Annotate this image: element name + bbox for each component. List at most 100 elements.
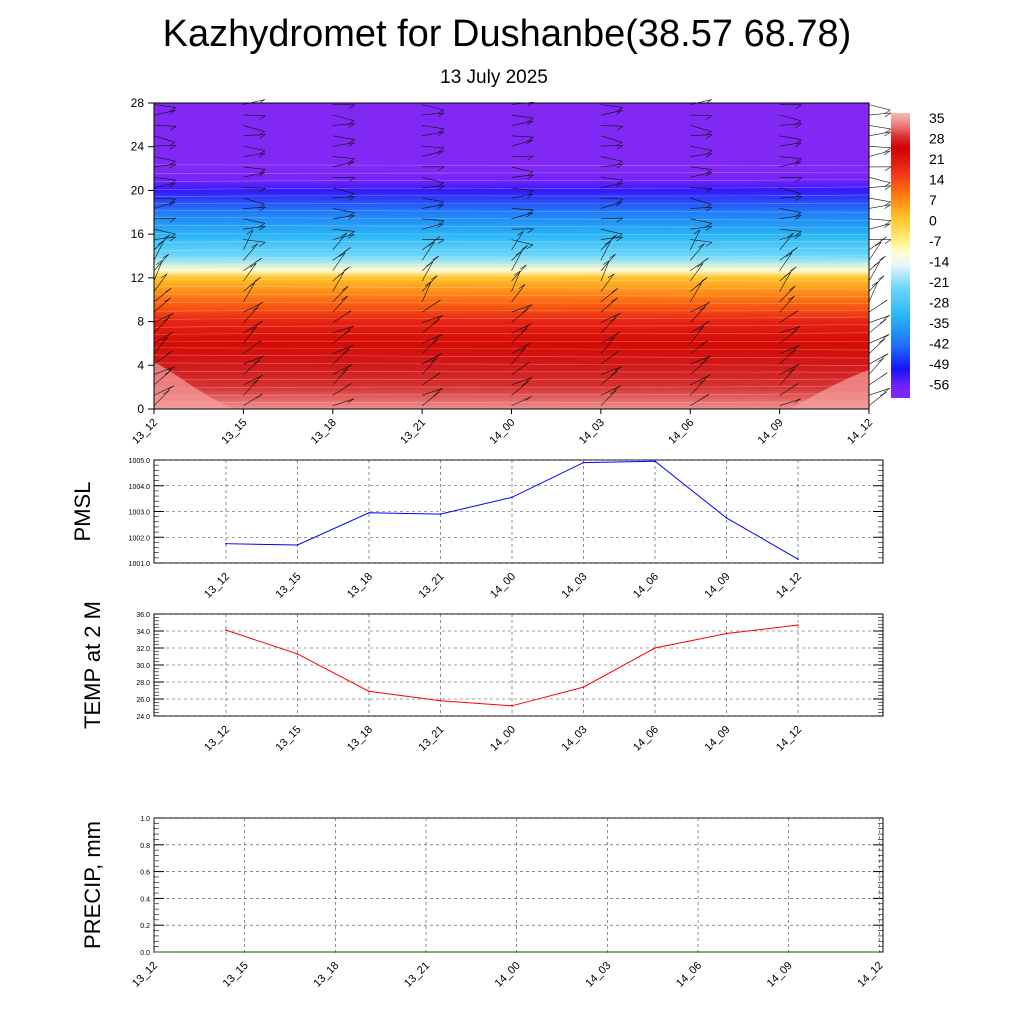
data-point	[797, 624, 799, 626]
y-axis-label: PRECIP, mm	[80, 821, 105, 949]
wind-barb	[779, 344, 801, 355]
colorbar-label: -7	[929, 233, 942, 249]
wind-barb	[600, 370, 618, 386]
wind-barb	[690, 239, 713, 247]
data-point	[582, 461, 585, 464]
contour-line	[153, 332, 870, 335]
wind-barb	[243, 379, 259, 396]
wind-barb	[422, 112, 445, 118]
x-tick-label: 14_12	[774, 571, 804, 601]
wind-barb	[421, 353, 442, 365]
wind-barb	[332, 252, 346, 271]
y-tick-label: 36.0	[136, 612, 150, 619]
y-tick-label: 0.0	[140, 950, 150, 957]
colorbar-label: -49	[929, 356, 949, 372]
wind-barb	[243, 277, 261, 292]
wind-barb	[779, 215, 802, 220]
data-point	[797, 558, 799, 560]
wind-barb	[779, 285, 796, 303]
wind-barb	[868, 218, 892, 225]
wind-barb	[422, 315, 444, 323]
data-point	[425, 951, 427, 953]
wind-barb	[779, 247, 798, 261]
wind-barb	[153, 287, 172, 303]
wind-barb	[511, 208, 534, 215]
data-point	[654, 647, 656, 649]
wind-barb	[779, 252, 793, 271]
data-point	[515, 951, 518, 953]
colorbar-label: 28	[929, 131, 945, 147]
wind-barb	[869, 239, 892, 244]
wind-barb	[243, 374, 264, 386]
wind-barb	[690, 379, 706, 396]
wind-barb	[690, 134, 713, 139]
wind-barb	[690, 277, 708, 292]
wind-barb	[600, 182, 623, 188]
data-point	[243, 951, 246, 953]
data-point	[606, 951, 609, 953]
wind-barb	[690, 243, 705, 261]
panel-frame	[153, 817, 884, 953]
wind-barb	[779, 123, 802, 128]
figure-title: Kazhydromet for Dushanbe(38.57 68.78)	[163, 13, 852, 55]
wind-barb	[600, 144, 624, 150]
wind-barb	[690, 153, 713, 158]
wind-barb	[243, 263, 257, 282]
wind-barb	[868, 372, 888, 386]
x-tick-label: 14_06	[631, 724, 661, 754]
wind-barb	[153, 331, 174, 344]
wind-barb	[868, 241, 882, 261]
wind-barb	[779, 368, 795, 386]
x-tick-label: 13_15	[274, 724, 304, 754]
wind-barb	[779, 349, 797, 365]
wind-barb	[868, 104, 891, 115]
wind-barb	[868, 357, 884, 375]
x-tick-label: 13_21	[417, 724, 447, 754]
x-tick-label: 13_18	[345, 571, 375, 601]
surface-warm-area	[790, 370, 869, 409]
wind-barb	[153, 273, 168, 292]
figure-subtitle: 13 July 2025	[440, 67, 548, 88]
wind-barb	[868, 318, 887, 334]
data-point	[511, 496, 513, 499]
wind-barb	[600, 366, 622, 375]
wind-barb	[153, 182, 176, 188]
wind-barb	[868, 145, 892, 153]
y-tick-label: 0.2	[140, 923, 150, 930]
x-tick-label: 14_06	[666, 417, 696, 447]
y-tick-label: 34.0	[136, 629, 150, 636]
y-tick-label: 1004.0	[129, 484, 151, 491]
wind-barb	[779, 364, 800, 375]
wind-barb	[868, 131, 891, 137]
wind-barb	[868, 204, 891, 209]
y-tick-label: 1003.0	[129, 510, 151, 517]
wind-barb	[243, 340, 262, 355]
wind-barb	[153, 201, 176, 209]
wind-barb	[600, 312, 621, 323]
wind-barb	[153, 389, 170, 406]
wind-barb	[690, 99, 712, 105]
wind-barb	[153, 144, 177, 150]
wind-barb	[243, 359, 261, 375]
data-point	[697, 951, 699, 953]
wind-barb	[511, 327, 528, 344]
wind-barb	[153, 236, 177, 242]
wind-barb	[243, 197, 265, 209]
wind-barb	[153, 260, 163, 282]
wind-barb	[600, 177, 623, 185]
wind-barb	[422, 218, 445, 225]
wind-barb	[422, 387, 444, 396]
wind-barb	[868, 150, 891, 157]
x-tick-label: 13_12	[130, 417, 160, 447]
y-tick-label: 0	[137, 402, 144, 416]
wind-barb	[511, 361, 530, 375]
contour-line	[153, 378, 870, 381]
x-tick-label: 13_15	[221, 960, 251, 990]
wind-barb	[690, 166, 713, 174]
data-point	[511, 705, 513, 707]
wind-barb	[332, 349, 350, 365]
wind-barb	[332, 310, 352, 323]
wind-barb	[690, 321, 710, 334]
wind-barb	[153, 228, 176, 239]
